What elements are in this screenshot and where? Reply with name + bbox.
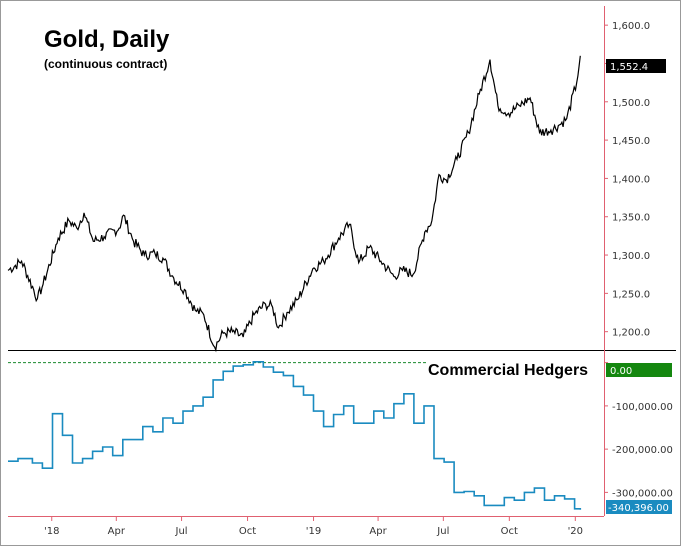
hedgers-panel: Commercial Hedgers -100,000.00 -200,000.0… <box>8 361 673 514</box>
chart-title: Gold, Daily <box>44 26 170 53</box>
x-tick-label: '18 <box>44 526 59 537</box>
hedgers-series-label: Commercial Hedgers <box>428 362 588 379</box>
last-hedgers-label: -340,396.00 <box>608 503 669 514</box>
x-tick-label: Oct <box>239 526 256 537</box>
chart-subtitle: (continuous contract) <box>44 57 167 71</box>
price-y-tick-label: 1,500.0 <box>612 98 650 109</box>
x-tick-label: '20 <box>568 526 583 537</box>
price-y-tick-label: 1,600.0 <box>612 21 650 32</box>
price-panel: Gold, Daily (continuous contract) 1,600.… <box>7 21 666 353</box>
price-y-tick-label: 1,400.0 <box>612 174 650 185</box>
last-hedgers-badge: -340,396.00 <box>606 500 672 514</box>
x-tick-label: '19 <box>306 526 321 537</box>
price-y-tick-label: 1,250.0 <box>612 289 650 300</box>
last-price-badge-box <box>606 59 666 73</box>
price-y-tick-label: 1,200.0 <box>612 328 650 339</box>
last-price-badge: 1,552.4 <box>606 59 666 73</box>
x-axis: '18 Apr Jul Oct '19 Apr Jul Oct '20 <box>44 516 583 537</box>
x-tick-label: Jul <box>436 526 449 537</box>
hedgers-y-tick-label: -100,000.00 <box>612 402 673 413</box>
price-y-tick-label: 1,300.0 <box>612 251 650 262</box>
hedgers-y-tick-label: -300,000.00 <box>612 488 673 499</box>
zero-badge-label: 0.00 <box>610 366 632 377</box>
zero-badge: 0.00 <box>606 363 672 377</box>
price-y-tick-label: 1,450.0 <box>612 136 650 147</box>
x-tick-label: Oct <box>501 526 518 537</box>
last-hedgers-badge-box <box>606 500 672 514</box>
commercial-hedgers-line <box>8 361 582 510</box>
price-y-tick-label: 1,350.0 <box>612 213 650 224</box>
zero-badge-box <box>606 363 672 377</box>
x-tick-label: Jul <box>175 526 188 537</box>
x-tick-label: Apr <box>369 526 387 537</box>
x-tick-label: Apr <box>108 526 126 537</box>
gold-price-line <box>7 55 581 353</box>
hedgers-y-tick-label: -200,000.00 <box>612 445 673 456</box>
last-price-label: 1,552.4 <box>610 62 648 73</box>
